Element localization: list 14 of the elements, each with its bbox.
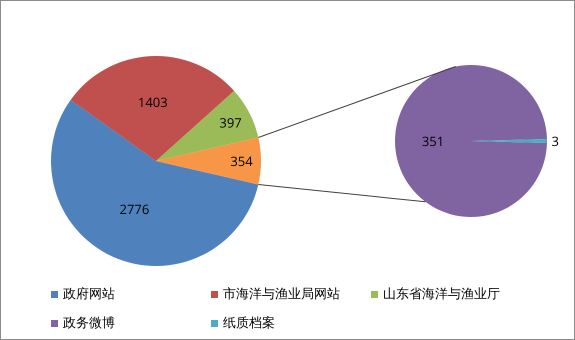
- legend-label: 纸质档案: [223, 315, 275, 332]
- data-label: 2776: [120, 200, 150, 218]
- data-label: 3: [552, 132, 559, 150]
- legend-label: 政务微博: [63, 315, 115, 332]
- data-label: 1403: [138, 93, 168, 112]
- legend-label: 山东省海洋与渔业厅: [383, 286, 500, 303]
- data-label: 354: [230, 152, 254, 170]
- pie-slice: [156, 138, 261, 184]
- legend-label: 政府网站: [63, 286, 115, 303]
- legend-label: 市海洋与渔业局网站: [223, 286, 340, 303]
- data-label: 351: [422, 132, 444, 150]
- pie-slice: [395, 65, 547, 217]
- data-label: 397: [219, 113, 242, 132]
- pie-slice: [51, 100, 258, 266]
